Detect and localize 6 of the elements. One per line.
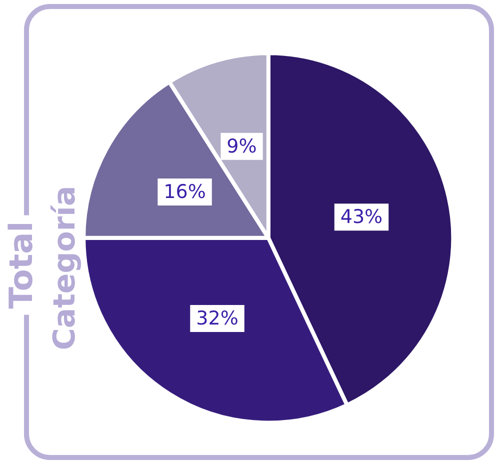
text: Categoría (48, 186, 82, 350)
data-label: 32% (196, 307, 238, 330)
data-label: 43% (340, 206, 383, 228)
data-label: 16% (164, 180, 206, 203)
text: Total (2, 221, 40, 309)
data-label: 9% (226, 135, 257, 158)
